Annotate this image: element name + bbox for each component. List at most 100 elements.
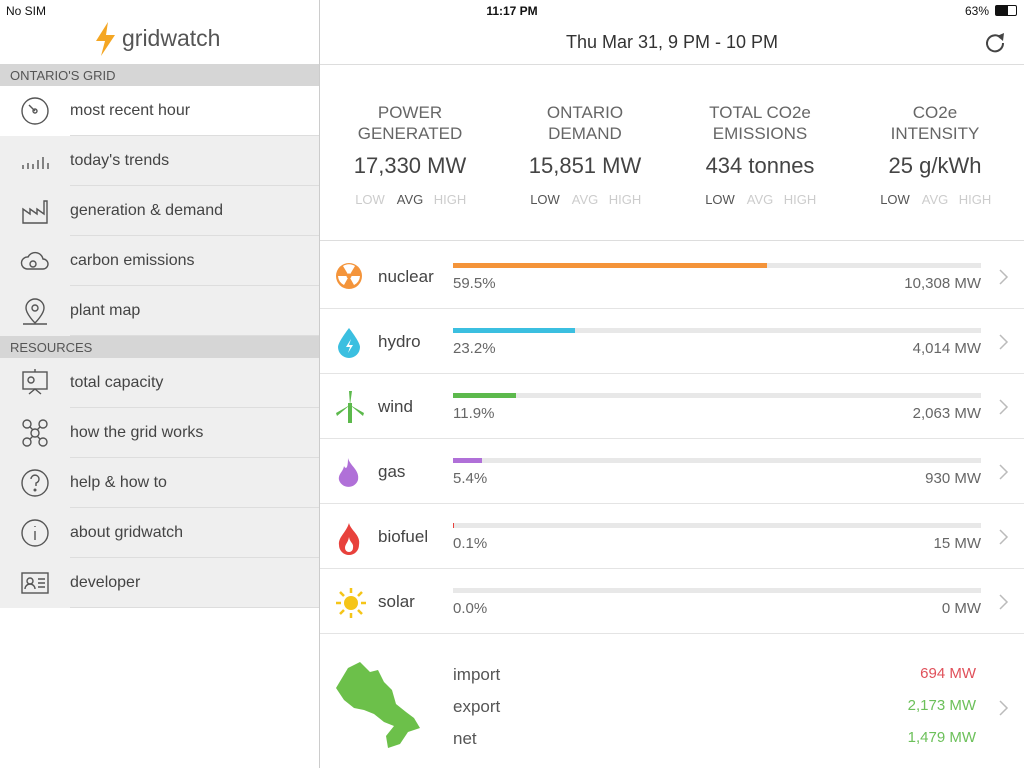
stat-level[interactable]: LOW [880,192,910,207]
bar-track [453,588,981,593]
menu-label: carbon emissions [70,252,195,269]
source-share: 0.0% [453,600,488,617]
refresh-button[interactable] [983,30,1007,54]
menu-label: help & how to [70,474,167,491]
menu-rule [70,135,319,136]
stat-value: 15,851 MW [528,153,642,178]
menu-rule [70,407,319,408]
menu-item[interactable]: plant map [0,286,319,336]
source-share: 5.4% [453,470,488,487]
source-icon [334,391,366,428]
clock: 11:17 PM [486,4,538,18]
row-rule [320,308,1024,309]
source-share: 0.1% [453,535,488,552]
battery-percent: 63% [965,4,990,18]
menu-item[interactable]: generation & demand [0,186,319,236]
chevron [998,398,1010,421]
stat-level[interactable]: LOW [355,192,385,207]
menu-label: about gridwatch [70,524,183,541]
menu-rule [70,235,319,236]
trade-label: import [453,665,501,684]
battery-icon [995,5,1017,16]
stat-level[interactable]: HIGH [433,192,467,207]
source-share: 23.2% [453,340,496,357]
source-output: 4,014 MW [912,340,981,357]
chevron [998,593,1010,616]
source-row[interactable]: hydro 23.2% 4,014 MW [320,309,1024,374]
header-rule [320,64,1024,65]
stat-level[interactable]: HIGH [608,192,642,207]
bar-track [453,328,981,333]
menu-item[interactable]: how the grid works [0,408,319,458]
stat-level[interactable]: AVG [921,192,949,207]
source-name: gas [378,462,406,481]
menu-label: plant map [70,302,141,319]
section-header: ONTARIO'S GRID [0,64,319,86]
menu-icon [19,417,51,454]
period: Thu Mar 31, 9 PM - 10 PM [565,32,779,52]
menu-label: most recent hour [70,102,191,119]
menu-icon [19,367,51,404]
menu-item[interactable]: most recent hour [0,86,319,136]
source-icon [334,326,364,363]
bar [453,263,768,268]
source-row[interactable]: solar 0.0% 0 MW [320,569,1024,634]
chevron [998,528,1010,551]
source-row[interactable]: wind 11.9% 2,063 MW [320,374,1024,439]
menu-rule [70,185,319,186]
section-header: RESOURCES [0,336,319,358]
source-name: solar [378,592,415,611]
menu-icon [19,295,51,332]
menu-rule [70,507,319,508]
trade-label: export [453,697,501,716]
source-output: 0 MW [941,600,981,617]
bar [453,458,482,463]
stat-level[interactable]: HIGH [958,192,992,207]
stat-level[interactable]: LOW [530,192,560,207]
menu-item[interactable]: about gridwatch [0,508,319,558]
menu-item[interactable]: total capacity [0,358,319,408]
trade-value: 2,173 MW [907,697,976,714]
stat-level[interactable]: HIGH [783,192,817,207]
chevron [998,268,1010,291]
chevron [998,463,1010,486]
section-title: ONTARIO'S GRID [10,68,116,83]
menu-icon [19,517,51,554]
source-icon [334,586,368,625]
stat-label: CO2e INTENSITY [890,103,980,143]
summary-rule [320,240,1024,241]
source-row[interactable]: nuclear 59.5% 10,308 MW [320,244,1024,309]
stat-level[interactable]: AVG [571,192,599,207]
stat-value: 434 tonnes [705,153,815,178]
menu-icon [19,567,51,604]
source-icon [334,521,364,560]
source-output: 10,308 MW [904,275,981,292]
menu-rule [70,285,319,286]
stat-value: 17,330 MW [353,153,467,178]
menu-item[interactable]: help & how to [0,458,319,508]
bar [453,328,576,333]
stat-level[interactable]: AVG [396,192,424,207]
source-output: 930 MW [925,470,981,487]
app-name: gridwatch [122,25,221,51]
menu-item[interactable]: today's trends [0,136,319,186]
menu-item[interactable]: developer [0,558,319,608]
source-name: nuclear [378,267,434,286]
source-share: 59.5% [453,275,496,292]
menu-item[interactable]: carbon emissions [0,236,319,286]
stat-level[interactable]: LOW [705,192,735,207]
stat-level[interactable]: AVG [746,192,774,207]
menu-label: how the grid works [70,424,204,441]
source-row[interactable]: gas 5.4% 930 MW [320,439,1024,504]
row-rule [320,633,1024,634]
source-name: wind [378,397,413,416]
source-row[interactable]: biofuel 0.1% 15 MW [320,504,1024,569]
menu-icon [19,245,51,282]
source-name: biofuel [378,527,429,546]
menu-icon [19,145,51,182]
carrier: No SIM [6,4,47,18]
menu-rule [70,457,319,458]
chevron[interactable] [998,699,1010,717]
section-title: RESOURCES [10,340,93,355]
